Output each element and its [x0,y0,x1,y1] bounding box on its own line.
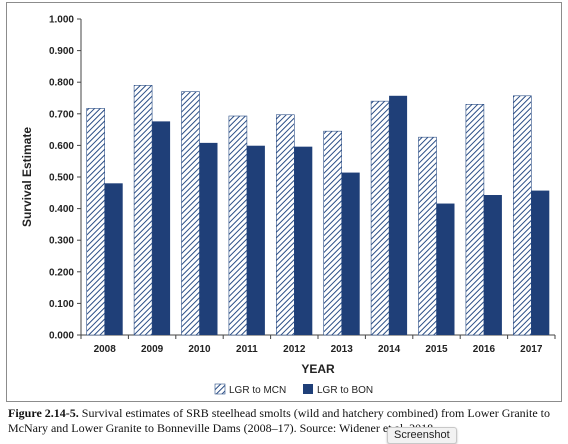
x-tick-label: 2012 [283,344,306,355]
y-tick-label: 0.600 [49,141,74,152]
x-tick-label: 2015 [425,344,448,355]
bar-lgr-to-mcn-2013 [323,130,343,336]
x-tick-label: 2016 [473,344,496,355]
legend-label: LGR to BON [317,385,373,396]
y-tick-label: 1.000 [49,15,74,26]
x-tick-label: 2014 [378,344,401,355]
y-tick-label: 0.800 [49,78,74,89]
bars [86,85,550,336]
bar-lgr-to-bon-2016 [483,195,502,335]
y-tick-label: 0.900 [49,46,74,57]
bar-lgr-to-bon-2010 [199,142,218,335]
legend: LGR to MCN LGR to BON [214,383,373,396]
axis-labels: 0.000 0.100 0.200 0.300 0.400 0.500 0.600 0.700… [20,15,543,377]
bar-lgr-to-mcn-2012 [275,114,295,336]
y-tick-label: 0.300 [49,236,74,247]
bar-lgr-to-bon-2009 [152,121,171,335]
bar-lgr-to-mcn-2009 [133,85,153,336]
x-tick-label: 2009 [141,344,164,355]
bar-lgr-to-mcn-2008 [86,108,105,336]
screenshot-tooltip: Screenshot [387,427,457,444]
bar-lgr-to-bon-2015 [436,203,455,335]
y-tick-label: 0.200 [49,267,74,278]
bar-lgr-to-mcn-2014 [370,100,390,336]
y-tick-label: 0.000 [49,331,74,342]
x-axis-title: YEAR [301,362,335,376]
chart-frame: 0.000 0.100 0.200 0.300 0.400 0.500 0.600 0.700… [6,2,562,402]
bar-lgr-to-bon-2017 [531,190,550,335]
y-axis-title: Survival Estimate [20,127,34,227]
bar-chart: 0.000 0.100 0.200 0.300 0.400 0.500 0.600 0.700… [20,15,556,396]
bar-lgr-to-bon-2013 [341,172,360,335]
y-tick-label: 0.100 [49,299,74,310]
x-tick-label: 2013 [331,344,354,355]
legend-swatch [214,383,226,395]
figure-caption: Figure 2.14-5. Survival estimates of SRB… [8,406,560,436]
legend-swatch [303,384,313,394]
x-tick-label: 2011 [236,344,258,355]
y-tick-label: 0.700 [49,109,74,120]
x-tick-label: 2010 [188,344,211,355]
bar-lgr-to-mcn-2016 [465,104,485,336]
x-tick-label: 2017 [520,344,543,355]
bar-lgr-to-bon-2011 [246,145,265,335]
bar-lgr-to-bon-2012 [294,146,313,335]
y-tick-label: 0.400 [49,204,74,215]
bar-lgr-to-bon-2014 [389,95,408,336]
bar-lgr-to-mcn-2010 [181,91,200,336]
bar-lgr-to-mcn-2011 [228,115,248,336]
caption-figure-label: Figure 2.14-5. [8,406,79,420]
bar-lgr-to-bon-2008 [104,183,123,335]
bar-lgr-to-mcn-2015 [418,136,437,336]
x-tick-label: 2008 [94,344,117,355]
bar-lgr-to-mcn-2017 [512,95,532,336]
caption-text: Survival estimates of SRB steelhead smol… [8,406,551,435]
y-tick-label: 0.500 [49,173,74,184]
legend-label: LGR to MCN [229,385,286,396]
